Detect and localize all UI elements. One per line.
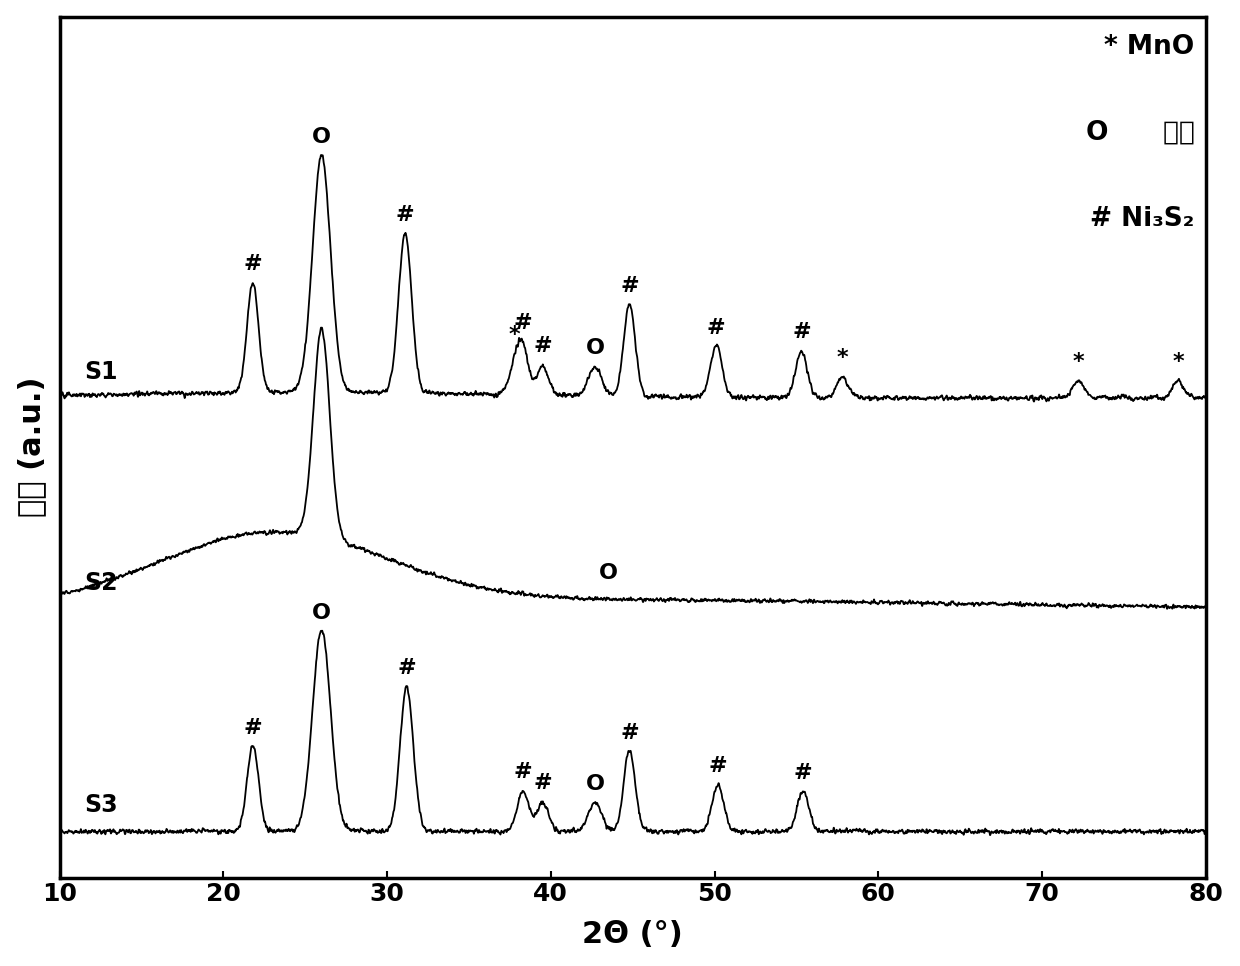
Text: #: # (396, 205, 414, 225)
Text: #: # (513, 313, 532, 333)
Text: S1: S1 (84, 360, 118, 384)
Y-axis label: 强度 (a.u.): 强度 (a.u.) (16, 377, 46, 518)
Text: #: # (794, 763, 812, 782)
Text: #: # (792, 323, 811, 342)
Text: O: O (312, 128, 331, 147)
Text: #: # (533, 773, 552, 793)
Text: O: O (585, 338, 605, 358)
Text: O: O (1086, 120, 1109, 146)
Text: # Ni₃S₂: # Ni₃S₂ (1090, 206, 1194, 232)
Text: #: # (620, 276, 639, 297)
Text: * MnO: * MnO (1104, 34, 1194, 60)
Text: *: * (1073, 353, 1084, 372)
Text: #: # (398, 658, 417, 677)
Text: 碳纸: 碳纸 (1153, 120, 1194, 146)
Text: #: # (533, 336, 552, 355)
Text: #: # (243, 718, 262, 738)
Text: S3: S3 (84, 793, 118, 817)
Text: *: * (508, 325, 521, 345)
Text: O: O (585, 774, 605, 794)
Text: *: * (1172, 352, 1184, 372)
Text: #: # (513, 762, 532, 782)
Text: O: O (312, 603, 331, 623)
Text: #: # (243, 254, 262, 274)
Text: #: # (708, 756, 727, 777)
Text: #: # (707, 318, 725, 337)
Text: O: O (599, 563, 618, 582)
X-axis label: 2Θ (°): 2Θ (°) (583, 921, 683, 950)
Text: *: * (837, 349, 848, 368)
Text: #: # (620, 724, 639, 744)
Text: S2: S2 (84, 571, 118, 595)
